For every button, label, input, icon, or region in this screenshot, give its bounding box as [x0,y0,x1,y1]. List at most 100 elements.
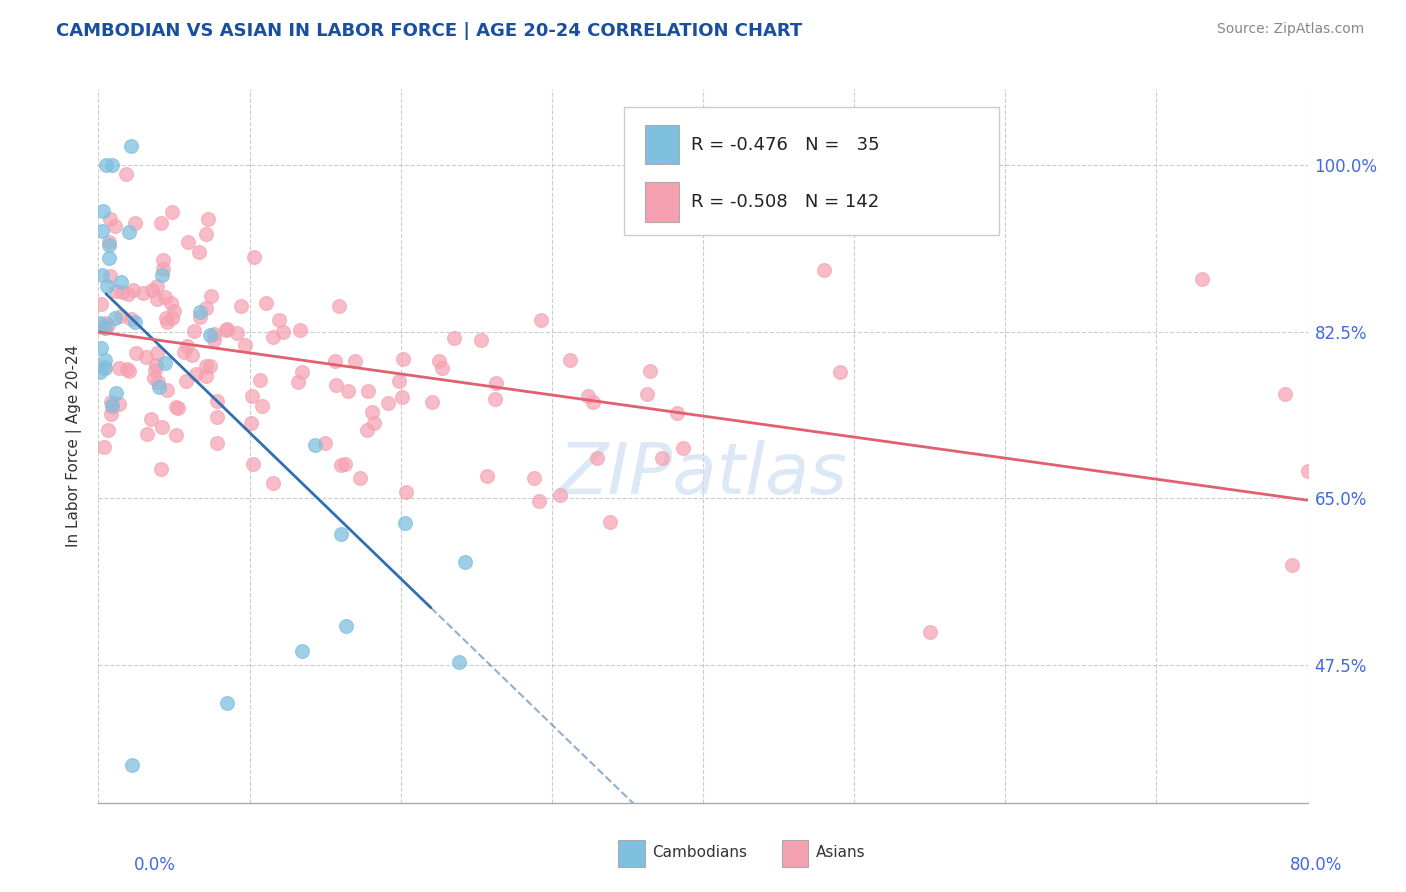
Point [155,356,177,370]
Point [146,346,169,360]
Point [420,395,443,409]
Point [90,341,112,355]
Point [527,494,550,508]
Point [198,327,221,342]
Point [477,469,499,483]
FancyBboxPatch shape [624,107,1000,235]
Point [640,364,662,378]
Bar [645,182,679,221]
Point [100,395,122,409]
Point [150,268,173,282]
Point [195,227,218,241]
Point [356,423,378,437]
Point [328,299,350,313]
Point [599,515,621,529]
Text: CAMBODIAN VS ASIAN IN LABOR FORCE | AGE 20-24 CORRELATION CHART: CAMBODIAN VS ASIAN IN LABOR FORCE | AGE … [56,22,803,40]
Point [188,310,211,324]
Point [118,364,141,378]
Text: Asians: Asians [815,846,865,860]
Text: Cambodians: Cambodians [652,846,747,860]
Point [329,527,352,541]
Point [363,416,385,430]
Point [330,458,353,472]
Text: 0.0%: 0.0% [134,856,176,874]
Point [267,313,290,327]
Point [93,360,115,375]
Point [388,374,411,388]
Point [101,158,124,172]
Point [391,390,413,404]
Point [194,359,217,373]
Point [190,305,212,319]
Point [205,393,228,408]
Point [98,235,121,249]
Point [176,339,198,353]
Point [146,278,169,293]
Point [97,318,120,332]
Point [636,387,658,401]
Point [262,330,284,344]
Point [202,333,225,347]
Point [377,396,399,410]
Point [392,352,415,367]
Point [108,361,131,376]
Point [325,353,347,368]
Point [485,376,508,391]
Point [195,301,218,315]
Point [290,323,312,337]
Point [150,462,173,476]
Point [226,326,249,341]
Point [335,619,357,633]
Point [114,167,136,181]
Point [111,285,134,299]
Text: R = -0.508   N = 142: R = -0.508 N = 142 [690,193,879,211]
Point [828,365,851,379]
Point [145,358,167,372]
Point [427,353,450,368]
Point [344,353,367,368]
Point [672,442,695,456]
Point [110,309,132,323]
Point [165,400,187,414]
Point [337,384,360,398]
Point [304,438,326,452]
Point [262,476,284,491]
Point [160,310,183,325]
Point [184,367,207,381]
Point [1296,464,1319,478]
Point [360,405,382,419]
Point [125,346,148,360]
Point [180,348,202,362]
Point [195,368,218,383]
Point [146,293,169,307]
Point [1274,386,1296,401]
Point [104,310,127,325]
Point [665,406,688,420]
Point [120,139,142,153]
Point [177,235,200,249]
Point [163,304,186,318]
Point [90,297,112,311]
Point [110,275,132,289]
Text: R = -0.476   N =   35: R = -0.476 N = 35 [690,136,880,153]
Bar [645,125,679,164]
Point [94,158,117,172]
Point [135,350,157,364]
Point [143,370,166,384]
Point [443,331,465,345]
Point [291,643,314,657]
Text: 80.0%: 80.0% [1291,856,1343,874]
Bar [782,840,808,867]
Point [93,440,115,454]
Point [89,317,111,331]
Point [1281,558,1303,572]
Point [651,450,673,465]
Point [454,555,477,569]
Point [240,416,263,430]
Point [240,390,263,404]
Point [120,312,142,326]
Point [132,286,155,301]
Point [918,624,941,639]
Point [166,401,188,415]
Point [287,375,309,389]
